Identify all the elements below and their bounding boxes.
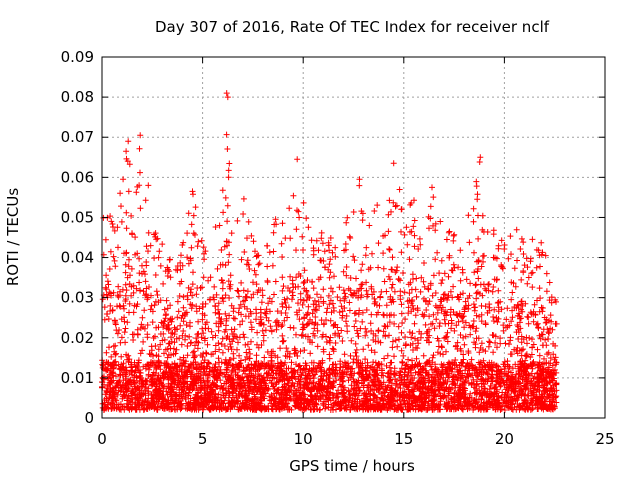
y-tick-label: 0.06 (61, 168, 94, 186)
chart-title: Day 307 of 2016, Rate Of TEC Index for r… (155, 18, 550, 36)
x-axis-label: GPS time / hours (289, 457, 415, 475)
y-tick-label: 0.05 (61, 208, 94, 226)
y-tick-label: 0.04 (61, 249, 94, 267)
x-tick-label: 5 (198, 430, 208, 448)
axes-layer: 0 0.01 0.02 0.03 0.04 0.05 0.06 0.07 0.08 0.09 0 5 1… (61, 48, 615, 448)
plot-frame (101, 56, 606, 419)
points-layer (99, 90, 560, 413)
y-tick-label: 0.09 (61, 48, 94, 66)
y-tick-label: 0.01 (61, 369, 94, 387)
y-tick-label: 0 (84, 409, 94, 427)
x-tick-label: 25 (595, 430, 614, 448)
scatter-series-roti (99, 90, 560, 413)
y-tick-label: 0.07 (61, 128, 94, 146)
x-tick-label: 0 (97, 430, 107, 448)
y-axis-label: ROTI / TECUs (4, 188, 22, 286)
y-tick-label: 0.08 (61, 88, 94, 106)
y-tick-label: 0.02 (61, 329, 94, 347)
x-tick-label: 20 (495, 430, 514, 448)
x-tick-label: 15 (394, 430, 413, 448)
x-tick-label: 10 (294, 430, 313, 448)
y-tick-label: 0.03 (61, 289, 94, 307)
